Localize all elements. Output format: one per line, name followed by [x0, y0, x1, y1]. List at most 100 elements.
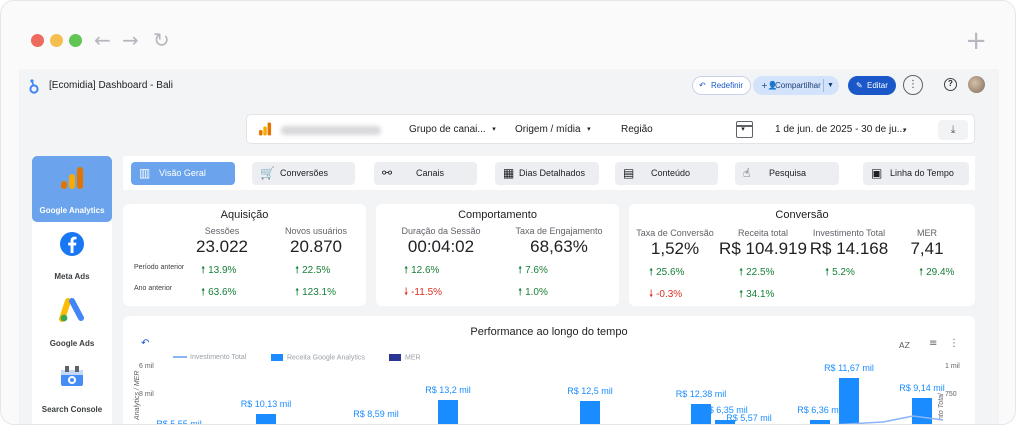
delta-value: 1.0% — [525, 287, 548, 298]
edit-label: Editar — [867, 81, 888, 90]
arrow-up-icon: 🠕 — [295, 287, 300, 298]
arrow-up-icon: 🠕 — [518, 265, 523, 276]
mer-value: 7,41 — [910, 239, 944, 258]
duration-prev-delta: 🠕 12.6% — [404, 263, 439, 280]
report-title: [Ecomidia] Dashboard - Bali — [49, 80, 173, 91]
engagement-label: Taxa de Engajamento — [515, 226, 603, 236]
new-users-value: 20.870 — [290, 237, 342, 256]
legend-item-revenue: Receita Google Analytics — [271, 354, 365, 361]
legend-item-mer: MER — [389, 354, 421, 361]
arrow-up-icon: 🠕 — [518, 287, 523, 298]
pointer-icon: ☝ — [743, 166, 751, 180]
channel-group-select[interactable]: Grupo de canai... ▾ — [409, 124, 496, 135]
search-console-icon — [61, 366, 83, 386]
delta-value: 29.4% — [926, 267, 955, 278]
engagement-value: 68,63% — [530, 237, 588, 256]
investment-label: Investimento Total — [812, 228, 886, 238]
bar[interactable] — [580, 401, 600, 425]
avatar[interactable] — [968, 76, 985, 93]
sidebar-item-meta-ads[interactable]: Meta Ads — [32, 222, 112, 288]
conversion-rate-value: 1,52% — [650, 239, 700, 258]
tab-pesquisa[interactable]: ☝ Pesquisa — [735, 162, 839, 185]
reset-button[interactable]: Redefinir — [692, 76, 752, 95]
arrow-up-icon: 🠕 — [919, 267, 924, 278]
arrow-right-icon[interactable]: → — [122, 28, 139, 52]
bar[interactable] — [691, 404, 711, 425]
tab-label: Pesquisa — [769, 168, 807, 178]
delta-value: 22.5% — [746, 267, 775, 278]
bar[interactable] — [256, 414, 276, 425]
bar[interactable] — [715, 420, 735, 425]
bar[interactable] — [912, 398, 932, 425]
acquisition-card: Aquisição Sessões 23.022 Novos usuários … — [123, 204, 366, 306]
sidebar-item-search-console[interactable]: Search Console — [32, 355, 112, 421]
engagement-year-delta: 🠕 1.0% — [518, 285, 548, 302]
duration-value: 00:04:02 — [407, 237, 475, 256]
edit-button[interactable]: ✎ Editar — [848, 76, 896, 95]
close-window-dot[interactable] — [31, 34, 44, 47]
sort-icon[interactable]: A​Z — [899, 341, 910, 350]
download-icon[interactable]: ⤓ — [938, 120, 968, 140]
card-title: Aquisição — [220, 209, 269, 221]
conversion-rate-prev-delta: 🠕 25.6% — [649, 265, 684, 282]
legend-line-swatch — [173, 356, 187, 359]
chevron-down-icon: ▾ — [587, 126, 591, 133]
plus-icon[interactable]: + — [965, 26, 987, 56]
delta-value: 7.6% — [525, 265, 548, 276]
tab-label: Conversões — [280, 168, 329, 178]
performance-chart: 6 mil 8 mil 1 mil 750 Analytics / MER nt… — [134, 363, 960, 425]
tab-visao-geral[interactable]: ▥ Visão Geral — [131, 162, 235, 185]
undo-icon[interactable]: ↶ — [141, 338, 150, 349]
google-analytics-icon — [259, 122, 272, 136]
sidebar-item-label: Google Ads — [49, 339, 95, 348]
sidebar-item-google-ads[interactable]: Google Ads — [32, 289, 112, 355]
tab-dias-detalhados[interactable]: ▦ Dias Detalhados — [495, 162, 599, 185]
sidebar-item-label: Google Analytics — [39, 206, 105, 215]
source-medium-select[interactable]: Origem / mídia ▾ — [515, 124, 591, 135]
performance-chart-card: Performance ao longo do tempo ↶ A​Z ≡ ⋮ … — [123, 316, 975, 425]
timeline-icon: ▣ — [871, 166, 883, 180]
tab-bar: ▥ Visão Geral 🛒 Conversões ⚯ Canais ▦ Dias D… — [123, 156, 975, 190]
arrow-left-icon[interactable]: ← — [94, 28, 111, 52]
bar[interactable] — [839, 378, 859, 425]
facebook-icon — [60, 232, 84, 256]
y-left-tick: 8 mil — [139, 391, 154, 398]
arrow-up-icon: 🠕 — [201, 287, 206, 298]
legend-label: Receita Google Analytics — [287, 354, 365, 362]
more-options-button[interactable]: ⋮ — [903, 75, 923, 95]
tab-linha-do-tempo[interactable]: ▣ Linha do Tempo — [863, 162, 969, 185]
share-divider — [823, 79, 824, 92]
sidebar: Google Analytics Meta Ads Google Ads — [32, 156, 112, 424]
minimize-window-dot[interactable] — [50, 34, 63, 47]
chevron-down-icon[interactable]: ▼ — [827, 82, 834, 89]
sidebar-item-google-analytics[interactable]: Google Analytics — [32, 156, 112, 222]
share-button[interactable]: +👤 Compartilhar ▼ — [753, 76, 839, 95]
pencil-icon: ✎ — [856, 81, 863, 90]
tab-conversoes[interactable]: 🛒 Conversões — [252, 162, 355, 185]
maximize-window-dot[interactable] — [69, 34, 82, 47]
bar-data-label: R$ 10,13 mil — [241, 399, 292, 409]
chevron-down-icon[interactable]: ▾ — [903, 127, 907, 134]
tab-label: Dias Detalhados — [519, 168, 586, 178]
filter-icon[interactable]: ≡ — [929, 338, 938, 349]
tab-canais[interactable]: ⚯ Canais — [374, 162, 477, 185]
date-range-value: 1 de jun. de 2025 - 30 de ju... — [775, 124, 905, 135]
tab-conteudo[interactable]: ▤ Conteúdo — [615, 162, 718, 185]
bar[interactable] — [810, 420, 830, 425]
arrow-up-icon: 🠕 — [825, 267, 830, 278]
bar-data-label: R$ 9,14 mil — [899, 383, 945, 393]
duration-year-delta: 🠗 -11.5% — [404, 285, 442, 302]
bar-data-label: R$ 13,2 mil — [425, 385, 471, 395]
mer-prev-delta: 🠕 29.4% — [919, 265, 954, 282]
looker-app: [Ecomidia] Dashboard - Bali Redefinir +👤… — [19, 69, 999, 425]
source-medium-value: Origem / mídia — [515, 124, 581, 135]
bar[interactable] — [438, 400, 458, 425]
region-select[interactable]: Região ▾ — [621, 124, 745, 135]
date-range-select[interactable]: 1 de jun. de 2025 - 30 de ju... — [775, 124, 905, 135]
more-vert-icon[interactable]: ⋮ — [949, 338, 959, 349]
help-icon[interactable]: ? — [944, 78, 957, 91]
sessions-prev-delta: 🠕 13.9% — [201, 263, 236, 280]
calendar-icon[interactable] — [736, 121, 753, 138]
investment-prev-delta: 🠕 5.2% — [825, 265, 855, 282]
reload-icon[interactable]: ↻ — [153, 28, 170, 52]
